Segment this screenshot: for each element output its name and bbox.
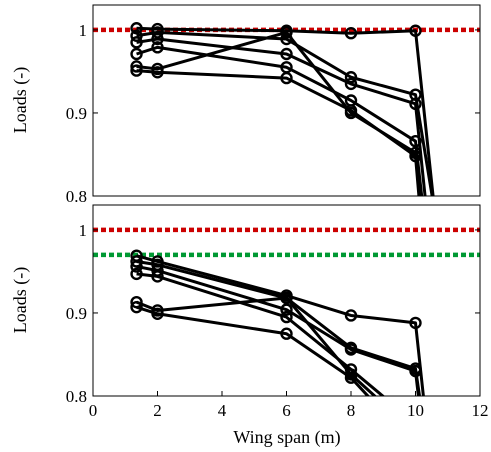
top-y-tick-label-0: 0.8: [66, 187, 87, 206]
bottom-x-tick-label-4: 8: [347, 401, 356, 420]
top-y-tick-label-2: 1: [79, 21, 88, 40]
bottom-x-tick-label-3: 6: [282, 401, 291, 420]
bottom-x-tick-label-6: 12: [472, 401, 489, 420]
bottom-y-tick-label-0: 0.8: [66, 387, 87, 406]
bottom-chart: 0.8 0.9 1 0 2 4 6 8 10 12 Loads (-) Wing span (m…: [10, 205, 489, 448]
bottom-reference-lines: [93, 230, 480, 255]
bottom-x-tick-label-0: 0: [89, 401, 98, 420]
top-chart: 0.8 0.9 1 Loads (-): [10, 5, 480, 213]
top-series-4-line: [137, 32, 422, 212]
bottom-x-ticks: 0 2 4 6 8 10 12: [89, 391, 489, 420]
top-y-tick-label-1: 0.9: [66, 104, 87, 123]
bottom-series-group: [132, 251, 426, 413]
bottom-y-axis-label: Loads (-): [10, 267, 31, 333]
bottom-x-tick-label-5: 10: [407, 401, 424, 420]
bottom-y-tick-label-2: 1: [79, 221, 88, 240]
top-series-group: [132, 23, 435, 212]
x-axis-label: Wing span (m): [233, 427, 340, 448]
top-y-axis-label: Loads (-): [10, 67, 31, 133]
bottom-series-5-line: [137, 307, 384, 412]
bottom-x-tick-label-1: 2: [153, 401, 162, 420]
bottom-x-tick-label-2: 4: [218, 401, 227, 420]
top-series-0-line: [137, 28, 435, 212]
bottom-y-tick-label-1: 0.9: [66, 304, 87, 323]
